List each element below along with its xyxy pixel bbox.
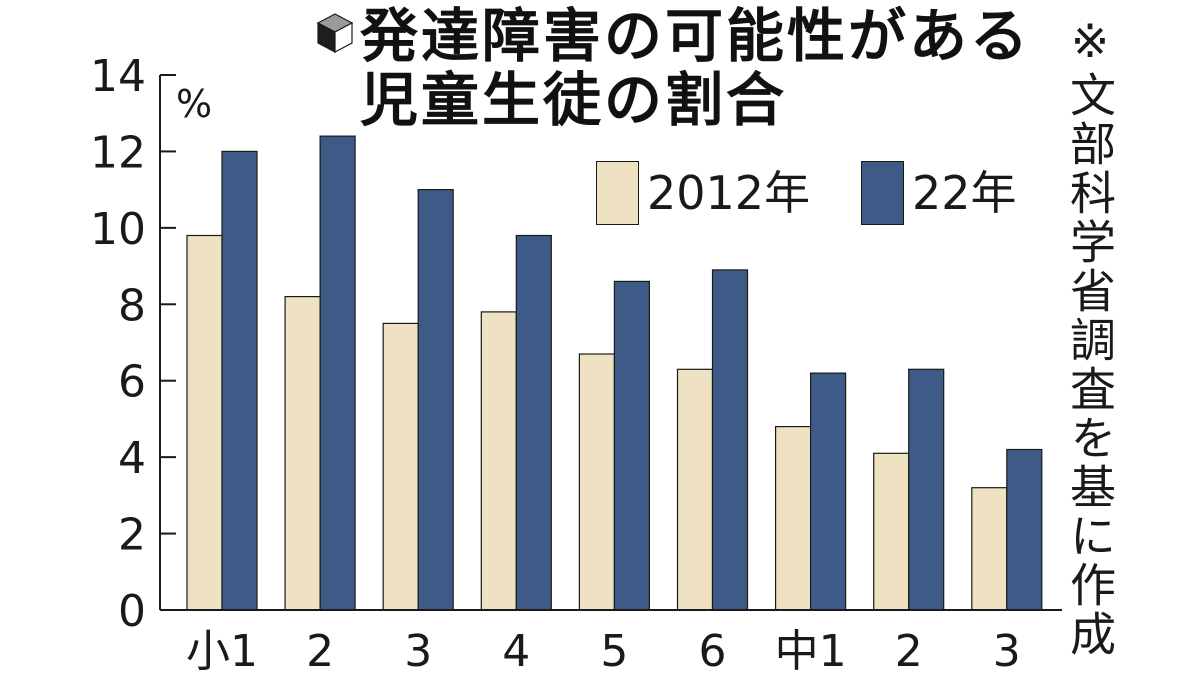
bar-2012-2 xyxy=(382,322,419,611)
cube-icon xyxy=(316,13,354,53)
bars-layer xyxy=(186,135,1043,611)
bar-2012-8 xyxy=(971,487,1008,611)
bar-2012-4 xyxy=(578,353,616,611)
y-tick-label: 0 xyxy=(118,586,146,637)
legend-item-2012: 2012年 xyxy=(596,160,810,226)
x-tick-label: 5 xyxy=(600,626,628,675)
chart-title-line-1: 発達障害の可能性がある xyxy=(360,2,1032,70)
chart-title-line-2: 児童生徒の割合 xyxy=(360,66,788,134)
bar-2012-6 xyxy=(774,426,812,611)
x-tick-label: 3 xyxy=(404,626,432,675)
bar-2022-7 xyxy=(908,368,945,611)
bar-2022-1 xyxy=(319,135,356,611)
x-tick-label: 4 xyxy=(502,626,530,675)
x-tick-label: 2 xyxy=(306,626,334,675)
bar-2012-7 xyxy=(873,452,910,611)
legend-label-2022: 22年 xyxy=(912,166,1017,220)
bar-2022-2 xyxy=(417,189,454,611)
bar-2022-5 xyxy=(711,269,749,611)
y-tick-label: 2 xyxy=(118,510,146,561)
legend-label-2012: 2012年 xyxy=(647,166,811,220)
y-tick-label: 12 xyxy=(90,127,146,178)
x-tick-label: 小1 xyxy=(186,626,258,675)
bar-2012-3 xyxy=(480,311,517,611)
bar-2022-3 xyxy=(515,234,552,611)
x-tick-label: 2 xyxy=(895,626,923,675)
legend-item-2022: 22年 xyxy=(861,160,1017,226)
legend-swatch-2012 xyxy=(596,161,639,225)
x-tick-label: 6 xyxy=(699,626,727,675)
y-tick-label: 6 xyxy=(118,357,146,408)
bar-2022-8 xyxy=(1006,448,1043,611)
bar-2012-0 xyxy=(186,234,223,611)
y-tick-label: 4 xyxy=(118,433,146,484)
y-tick-label: 10 xyxy=(90,204,146,255)
bar-2012-5 xyxy=(676,368,714,611)
chart-title: 発達障害の可能性がある 児童生徒の割合 xyxy=(360,4,1031,132)
x-tick-label: 中1 xyxy=(775,626,847,675)
x-tick-label: 3 xyxy=(993,626,1021,675)
y-tick-label: 8 xyxy=(118,280,146,331)
y-axis-unit: % xyxy=(176,82,213,126)
bar-2022-6 xyxy=(809,372,847,611)
y-tick-label: 14 xyxy=(90,51,146,102)
axes-layer xyxy=(159,74,1062,611)
bar-2012-1 xyxy=(284,296,321,611)
source-note: ※文部科学省調査を基に作成 xyxy=(1063,14,1117,659)
bar-2022-4 xyxy=(613,280,651,611)
legend-swatch-2022 xyxy=(861,161,904,225)
bar-2022-0 xyxy=(221,150,258,611)
labels-layer: 小1 2 3 4 5 6 中1 2 3 0 2 4 6 8 10 12 14 xyxy=(90,51,1021,675)
